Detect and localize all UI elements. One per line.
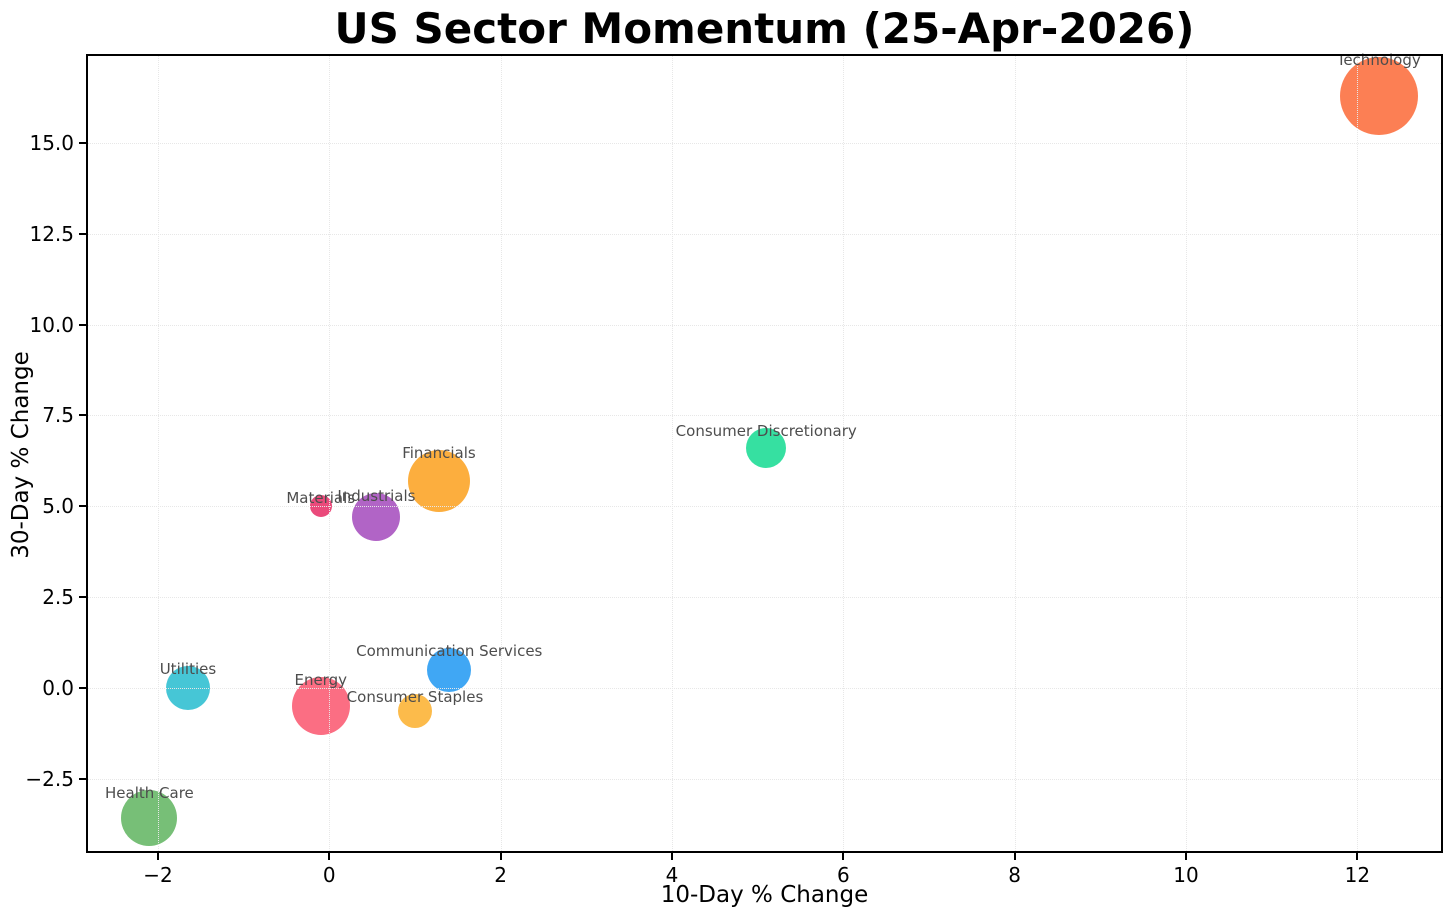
x-tick-label: 2 (494, 863, 507, 887)
plot-area: −2 0 2 4 6 8 10 12 −2.5 0.0 2.5 5.0 7.5 10.0 12.5 15.0 T… (25, 50, 1443, 887)
y-gridline (86, 142, 1443, 144)
bubble-energy (291, 676, 350, 735)
bubble-label-communication-services: Communication Services (356, 641, 543, 660)
x-gridline (1014, 54, 1016, 853)
x-tick-mark (499, 853, 502, 860)
bubble-label-energy: Energy (294, 670, 347, 689)
y-tick-mark (79, 686, 86, 689)
x-tick-label: 4 (665, 863, 679, 887)
x-tick-label: 10 (1173, 863, 1199, 887)
y-gridline (86, 506, 1443, 508)
y-tick-label: 10.0 (29, 312, 74, 337)
x-tick-mark (328, 853, 331, 860)
y-tick-mark (79, 505, 86, 508)
y-tick-mark (79, 595, 86, 598)
y-tick-label: 5.0 (42, 494, 74, 519)
y-tick-label: −2.5 (25, 766, 74, 791)
bubble-consumer-staples (397, 694, 432, 729)
bubble-communication-services (427, 647, 472, 692)
bubble-consumer-discretionary (746, 428, 787, 469)
x-gridline (671, 54, 673, 853)
x-axis-label: 10-Day % Change (660, 882, 869, 908)
bubble-industrials (352, 493, 401, 542)
y-tick-mark (79, 232, 86, 235)
y-tick-mark (79, 323, 86, 326)
x-tick-mark (1013, 853, 1016, 860)
y-tick-label: 15.0 (29, 130, 74, 155)
x-tick-mark (670, 853, 673, 860)
x-tick-label: −2 (143, 863, 173, 887)
chart-title: US Sector Momentum (25-Apr-2026) (334, 4, 1195, 53)
y-axis-label: 30-Day % Change (8, 351, 34, 559)
bubble-label-materials: Materials (286, 489, 356, 508)
y-gridline (86, 324, 1443, 326)
y-tick-mark (79, 141, 86, 144)
y-tick-mark (79, 414, 86, 417)
bubble-label-industrials: Industrials (337, 487, 416, 506)
x-tick-label: 0 (322, 863, 336, 887)
bubble-label-consumer-discretionary: Consumer Discretionary (675, 422, 857, 441)
x-gridline (157, 54, 159, 853)
x-gridline (329, 54, 331, 853)
y-tick-label: 2.5 (42, 584, 74, 609)
x-tick-label: 6 (836, 863, 850, 887)
y-tick-label: 0.0 (42, 675, 74, 700)
x-gridline (1185, 54, 1187, 853)
bubble-financials (407, 449, 470, 512)
x-tick-mark (1184, 853, 1187, 860)
bubble-health-care (121, 790, 178, 847)
x-tick-label: 8 (1008, 863, 1022, 887)
bubble-label-technology: Technology (1336, 50, 1421, 69)
y-tick-label: 12.5 (29, 221, 74, 246)
x-gridline (1357, 54, 1359, 853)
y-tick-mark (79, 777, 86, 780)
x-gridline (500, 54, 502, 853)
bubble-label-consumer-staples: Consumer Staples (346, 688, 484, 707)
bubble-technology (1339, 56, 1418, 135)
y-gridline (86, 778, 1443, 780)
bubble-label-utilities: Utilities (159, 659, 217, 678)
x-tick-label: 12 (1344, 863, 1371, 887)
x-tick-mark (842, 853, 845, 860)
y-tick-label: 7.5 (42, 403, 74, 428)
y-gridline (86, 233, 1443, 235)
x-tick-mark (1356, 853, 1359, 860)
bubble-label-health-care: Health Care (105, 784, 194, 803)
x-tick-mark (156, 853, 159, 860)
y-gridline (86, 596, 1443, 598)
bubble-label-financials: Financials (402, 443, 476, 462)
x-gridline (843, 54, 845, 853)
y-gridline (86, 687, 1443, 689)
y-gridline (86, 415, 1443, 417)
